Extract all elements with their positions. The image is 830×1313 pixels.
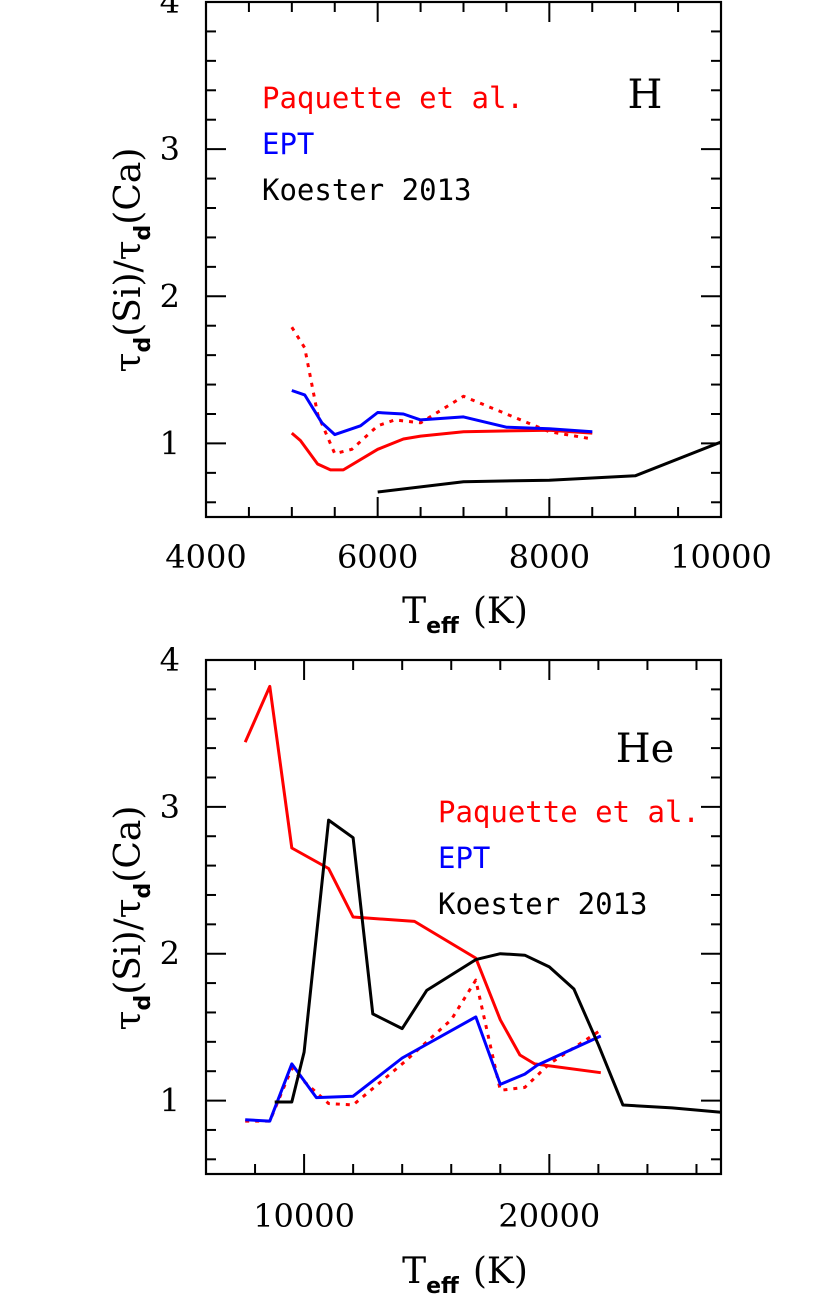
x-axis-title: Teff (K) (402, 1251, 528, 1299)
legend-entry: EPT (438, 841, 490, 875)
panel-tag: H (628, 72, 663, 118)
x-axis-title-unit: (K) (473, 1251, 528, 1292)
y-title-tau: τ (108, 898, 149, 918)
legend-entry: Koester 2013 (262, 173, 472, 207)
x-axis-title-unit: (K) (473, 591, 528, 632)
legend-entry: EPT (262, 127, 314, 161)
y-title-si: (Si)/ (108, 917, 149, 994)
y-title-tau: τ (108, 240, 149, 260)
y-title-sub: d (131, 225, 156, 241)
y-title-sub: d (131, 337, 156, 353)
y-tick-label: 3 (160, 788, 180, 826)
y-tick-label: 1 (160, 1082, 180, 1120)
x-axis-title: Teff (K) (402, 591, 528, 639)
koester-line (274, 818, 721, 1114)
ept-line (245, 1015, 602, 1123)
legend-entry: Koester 2013 (438, 887, 648, 921)
y-axis-title: τd(Si)/τd(Ca) (108, 806, 156, 1031)
koester-line (377, 440, 721, 494)
x-axis-title-main: T (402, 1251, 426, 1292)
series-group (290, 326, 721, 494)
y-tick-label: 3 (160, 130, 180, 168)
panel-tag: He (616, 726, 675, 772)
paquette-dotted-line (245, 978, 602, 1123)
legend-entry: Paquette et al. (262, 81, 524, 115)
paquette-line (290, 428, 593, 472)
y-axis-title: τd(Si)/τd(Ca) (108, 148, 156, 373)
y-title-sub: d (131, 995, 156, 1011)
x-axis-title-sub: eff (426, 1274, 460, 1299)
y-title-tau: τ (108, 353, 149, 373)
y-title-tau: τ (108, 1011, 149, 1031)
y-title-ca: (Ca) (108, 148, 149, 225)
plot-frame (204, 658, 723, 1176)
legend-entry: Paquette et al. (438, 795, 700, 829)
y-tick-label: 1 (160, 424, 180, 462)
x-tick-label: 4000 (165, 538, 246, 576)
paquette-line (243, 684, 601, 1075)
x-tick-label: 10000 (253, 1197, 355, 1235)
y-title-si: (Si)/ (108, 259, 149, 336)
paquette-dotted-line (290, 326, 593, 456)
y-title-ca: (Ca) (108, 806, 149, 883)
x-tick-label: 8000 (509, 538, 590, 576)
x-axis-title-sub: eff (426, 614, 460, 639)
series-group (243, 684, 721, 1123)
y-tick-label: 2 (160, 277, 180, 315)
x-tick-label: 10000 (670, 538, 772, 576)
y-tick-label: 4 (160, 0, 180, 21)
y-tick-label: 2 (160, 935, 180, 973)
x-tick-label: 6000 (337, 538, 418, 576)
y-title-sub: d (131, 883, 156, 899)
y-tick-label: 4 (160, 641, 180, 679)
x-axis-title-main: T (402, 591, 426, 632)
ept-line (291, 389, 593, 437)
x-tick-label: 20000 (498, 1197, 600, 1235)
